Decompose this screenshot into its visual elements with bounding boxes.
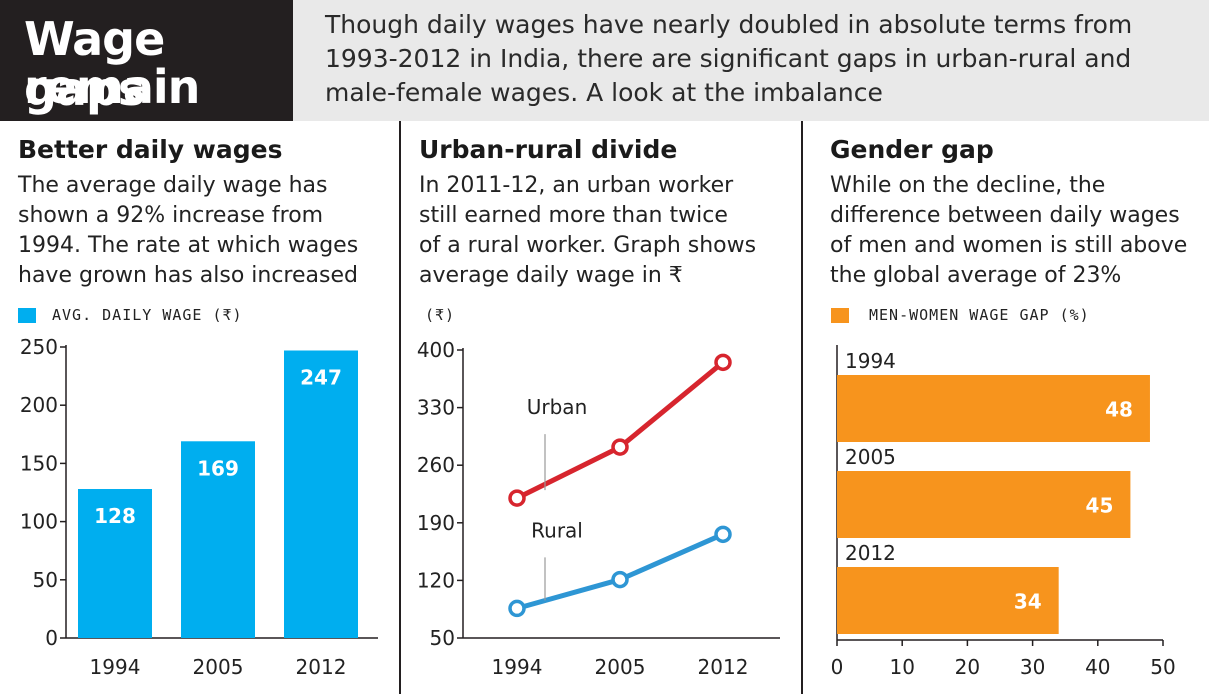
headline-box: Wage gaps remain xyxy=(0,0,293,121)
y-tick-label: 400 xyxy=(417,338,455,362)
category-label: 2005 xyxy=(845,445,896,469)
desc-line: average daily wage in ₹ xyxy=(419,263,683,288)
y-tick-label: 50 xyxy=(33,568,58,592)
category-label: 2012 xyxy=(845,541,896,565)
bar xyxy=(78,489,152,638)
y-tick-label: 100 xyxy=(20,510,58,534)
panel-title: Gender gap xyxy=(830,135,994,164)
desc-line: of a rural worker. Graph shows xyxy=(419,233,757,258)
y-tick-label: 120 xyxy=(417,568,455,592)
x-tick-label: 2012 xyxy=(698,655,749,679)
desc-line: In 2011-12, an urban worker xyxy=(419,173,734,198)
desc-line: the global average of 23% xyxy=(830,263,1122,288)
bar-value-label: 128 xyxy=(94,504,136,528)
desc-line: shown a 92% increase from xyxy=(18,203,324,228)
bar-value-label: 247 xyxy=(300,365,342,389)
data-point xyxy=(611,570,629,589)
x-tick-label: 2005 xyxy=(193,655,244,679)
legend-label: MEN-WOMEN WAGE GAP (%) xyxy=(869,306,1090,324)
x-tick-label: 50 xyxy=(1150,655,1175,679)
series-label-rural: Rural xyxy=(531,518,583,542)
x-tick-label: 20 xyxy=(955,655,980,679)
data-point xyxy=(714,525,732,544)
bar xyxy=(837,567,1059,634)
y-tick-label: 150 xyxy=(20,451,58,475)
divider xyxy=(399,121,401,694)
bar xyxy=(181,441,255,638)
desc-line: While on the decline, the xyxy=(830,173,1106,198)
y-tick-label: 260 xyxy=(417,453,455,477)
bar-value-label: 169 xyxy=(197,456,239,480)
x-tick-label: 40 xyxy=(1085,655,1110,679)
y-tick-label: 50 xyxy=(430,626,455,650)
x-tick-label: 30 xyxy=(1020,655,1045,679)
desc-line: still earned more than twice xyxy=(419,203,728,228)
panel-title: Better daily wages xyxy=(18,135,283,164)
legend-label: AVG. DAILY WAGE (₹) xyxy=(52,306,243,324)
subheadline-line-2: 1993-2012 in India, there are significan… xyxy=(325,44,1132,73)
category-label: 1994 xyxy=(845,349,896,373)
x-tick-label: 1994 xyxy=(90,655,141,679)
series-line-urban xyxy=(515,360,725,501)
y-tick-label: 190 xyxy=(417,511,455,535)
x-tick-label: 1994 xyxy=(492,655,543,679)
bar-value-label: 34 xyxy=(1014,590,1042,614)
data-point xyxy=(508,489,526,507)
legend-swatch xyxy=(18,308,36,323)
bar xyxy=(284,350,358,638)
desc-line: 1994. The rate at which wages xyxy=(18,233,359,258)
headline-line-2: remain xyxy=(24,60,200,114)
desc-line: difference between daily wages xyxy=(830,203,1180,228)
subheadline-line-3: male-female wages. A look at the imbalan… xyxy=(325,78,883,107)
bar-value-label: 45 xyxy=(1086,494,1114,518)
y-unit-label: (₹) xyxy=(425,306,456,324)
legend-swatch xyxy=(831,308,849,323)
data-point xyxy=(611,438,629,456)
y-tick-label: 200 xyxy=(20,393,58,417)
x-tick-label: 2012 xyxy=(296,655,347,679)
y-tick-label: 250 xyxy=(20,335,58,359)
bar-value-label: 48 xyxy=(1105,398,1133,422)
y-tick-label: 0 xyxy=(45,626,58,650)
data-point xyxy=(714,353,732,372)
desc-line: of men and women is still above xyxy=(830,233,1188,258)
x-tick-label: 2005 xyxy=(595,655,646,679)
subheadline-line-1: Though daily wages have nearly doubled i… xyxy=(325,10,1133,39)
data-point xyxy=(508,599,526,618)
x-tick-label: 0 xyxy=(831,655,844,679)
bar xyxy=(837,375,1150,442)
panel-title: Urban-rural divide xyxy=(419,135,678,164)
divider xyxy=(801,121,803,694)
subheadline-box: Though daily wages have nearly doubled i… xyxy=(293,0,1209,121)
desc-line: The average daily wage has xyxy=(18,173,328,198)
series-label-urban: Urban xyxy=(527,395,588,419)
bar xyxy=(837,471,1131,538)
y-tick-label: 330 xyxy=(417,396,455,420)
desc-line: have grown has also increased xyxy=(18,263,358,288)
x-tick-label: 10 xyxy=(889,655,914,679)
panel-urban-rural: Urban-rural divide In 2011-12, an urban … xyxy=(401,121,802,694)
headline-line-1: Wage gaps xyxy=(24,12,165,116)
